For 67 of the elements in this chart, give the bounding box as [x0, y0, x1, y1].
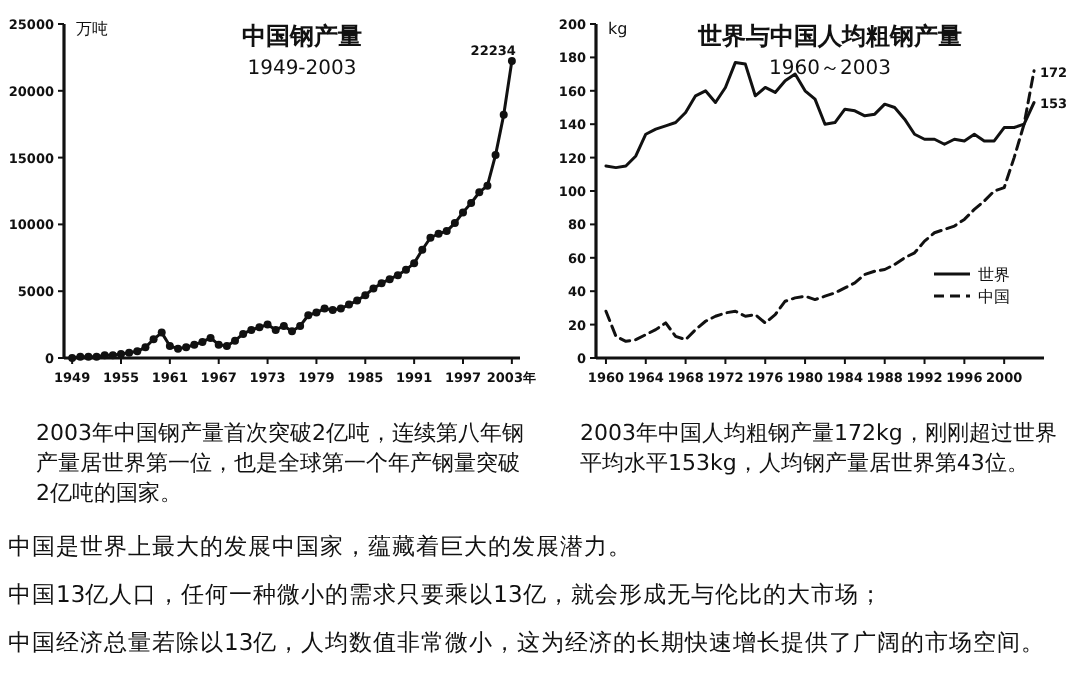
- text: 中国经济总量若除以13亿，人均数值非常微小，这为经济的长期快速增长提供了广阔的市场空间。: [8, 626, 1048, 660]
- point: [361, 291, 370, 300]
- point: [393, 271, 402, 280]
- point: [450, 219, 459, 228]
- text: 2003年中国人均粗钢产量172kg，刚刚超过世界平均水平153kg，人均钢产量居世界第43位。: [580, 418, 1059, 478]
- text: 2003年中国钢产量首次突破2亿吨，连续第八年钢产量居世界第一位，也是全球第一个年产钢量突破2亿吨的国家。: [36, 418, 526, 508]
- point: [418, 245, 427, 254]
- text: 1960～2003: [769, 58, 891, 80]
- point: [328, 305, 337, 314]
- point: [507, 56, 516, 65]
- chart-title: 世界与中国人均粗钢产量: [696, 22, 962, 50]
- point: [271, 325, 280, 334]
- point: [296, 321, 305, 330]
- point: [483, 181, 492, 190]
- point: [100, 351, 109, 360]
- point: [434, 229, 443, 238]
- point: [369, 284, 378, 293]
- point: [410, 259, 419, 268]
- point: [222, 341, 231, 350]
- point: [214, 340, 223, 349]
- y-axis-title: kg: [608, 20, 628, 38]
- point: [247, 325, 256, 334]
- point: [491, 150, 500, 159]
- legend-label: 中国: [978, 288, 1010, 306]
- point: [182, 343, 191, 352]
- point: [345, 300, 353, 309]
- point: [459, 208, 467, 217]
- point: [467, 199, 476, 208]
- point: [442, 227, 451, 236]
- point: [108, 351, 117, 360]
- point: [499, 110, 508, 119]
- point: [402, 265, 410, 274]
- point: [320, 304, 329, 313]
- point: [174, 344, 182, 353]
- point: [117, 349, 125, 358]
- point: [141, 343, 150, 352]
- point: [377, 279, 386, 288]
- y-axis-title: 万吨: [76, 20, 108, 38]
- point: [263, 320, 272, 329]
- point: [353, 296, 362, 305]
- point: [133, 347, 142, 356]
- point: [76, 352, 85, 361]
- chart-title: 中国钢产量: [242, 22, 362, 50]
- point: [312, 308, 321, 317]
- point: [125, 348, 134, 357]
- point: [304, 311, 313, 320]
- point: [190, 340, 199, 349]
- point: [198, 337, 207, 346]
- point: [426, 233, 435, 242]
- point: [385, 275, 394, 284]
- point: [239, 329, 248, 338]
- point: [231, 336, 239, 345]
- point: [336, 304, 345, 313]
- point: [255, 323, 264, 332]
- point: [157, 328, 166, 337]
- point: [206, 333, 215, 342]
- point: [288, 327, 296, 336]
- point: [84, 352, 93, 361]
- point: [92, 352, 101, 361]
- text: 中国13亿人口，任何一种微小的需求只要乘以13亿，就会形成无与伦比的大市场；: [8, 578, 885, 612]
- point: [165, 341, 174, 350]
- point: [279, 321, 288, 330]
- point: [475, 188, 484, 197]
- point: [149, 335, 158, 344]
- legend-label: 世界: [978, 266, 1010, 284]
- text: 1949-2003: [247, 58, 357, 80]
- text: 中国是世界上最大的发展中国家，蕴藏着巨大的发展潜力。: [8, 530, 634, 564]
